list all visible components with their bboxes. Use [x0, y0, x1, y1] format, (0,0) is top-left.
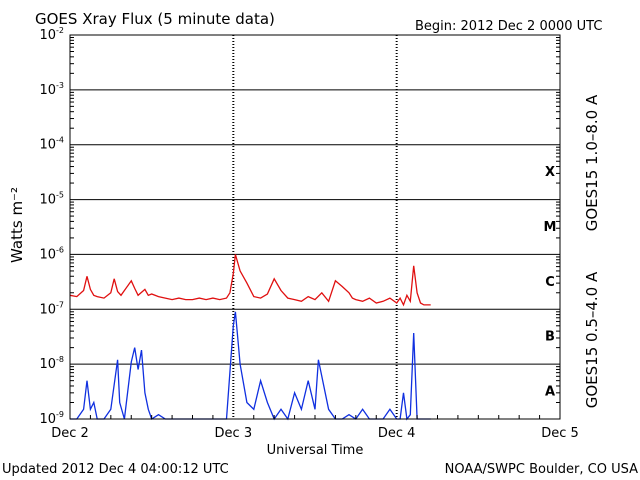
- y-tick-label: 10-7: [39, 300, 64, 317]
- y-axis-label: Watts m⁻²: [8, 187, 26, 263]
- x-tick-label: Dec 3: [215, 426, 253, 441]
- y-tick-label: 10-8: [39, 355, 64, 372]
- plot-area-frame: [69, 34, 561, 420]
- x-tick-label: Dec 2: [51, 426, 89, 441]
- updated-timestamp: Updated 2012 Dec 4 04:00:12 UTC: [2, 462, 229, 477]
- x-tick-label: Dec 4: [378, 426, 416, 441]
- series-line: [70, 311, 431, 421]
- flare-class-label: X: [545, 165, 555, 180]
- plot-grid: [70, 35, 560, 419]
- y-tick-label: 10-2: [39, 26, 64, 43]
- series-line: [69, 254, 431, 307]
- legend-short-channel: GOES15 0.5–4.0 A: [583, 271, 601, 408]
- flare-class-label: B: [545, 330, 555, 345]
- flare-class-label: A: [545, 385, 555, 400]
- begin-time: Begin: 2012 Dec 2 0000 UTC: [415, 19, 602, 34]
- chart-title: GOES Xray Flux (5 minute data): [35, 10, 275, 28]
- x-axis-label: Universal Time: [267, 443, 364, 458]
- flare-class-label: C: [545, 275, 555, 290]
- y-tick-label: 10-6: [39, 245, 64, 262]
- y-tick-label: 10-4: [39, 136, 64, 153]
- axis-ticks: 10-9 10-8 10-7 10-6 10-5 10-4 10-3 10-2 Dec 2 Dec…: [39, 26, 578, 441]
- y-tick-label: 10-3: [39, 81, 64, 98]
- flare-class-label: M: [544, 220, 557, 235]
- x-tick-label: Dec 5: [541, 426, 579, 441]
- data-source: NOAA/SWPC Boulder, CO USA: [445, 462, 638, 477]
- y-tick-label: 10-9: [39, 410, 64, 427]
- plot-series: [69, 254, 431, 421]
- y-tick-label: 10-5: [39, 191, 64, 208]
- legend-long-channel: GOES15 1.0–8.0 A: [583, 94, 601, 231]
